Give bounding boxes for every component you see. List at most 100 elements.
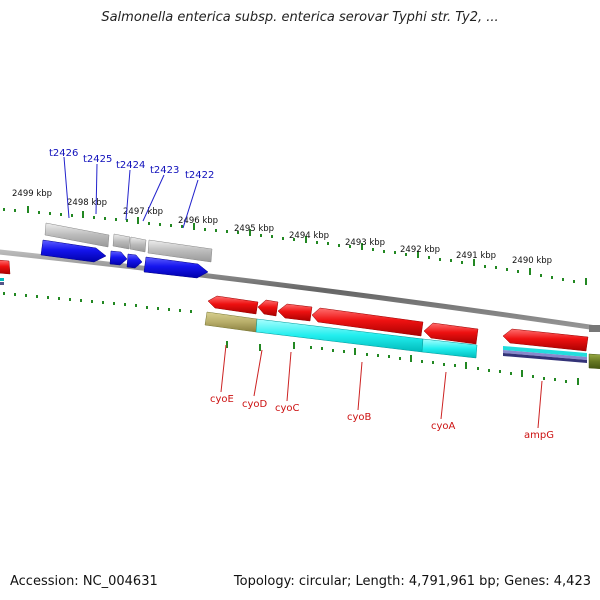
upper-dot	[394, 251, 396, 254]
gene-label-cyoA: cyoA	[431, 421, 456, 432]
lower-dot	[102, 301, 104, 304]
lower-tick	[410, 355, 412, 362]
band-cyan	[421, 338, 478, 359]
lower-dot	[58, 297, 60, 300]
gene-arrow-reverse	[257, 299, 279, 317]
lower-dot	[510, 372, 512, 375]
upper-tick	[529, 268, 531, 275]
upper-dot	[573, 280, 575, 283]
upper-dot	[215, 229, 217, 232]
upper-dot	[349, 245, 351, 248]
upper-dot	[517, 270, 519, 273]
scale-labels: 2499 kbp 2498 kbp 2497 kbp 2496 kbp 2495…	[12, 189, 552, 266]
lower-dot	[343, 350, 345, 353]
leader-line	[125, 169, 131, 221]
gene-label-t2424: t2424	[116, 160, 145, 171]
upper-tick	[193, 223, 195, 230]
lower-scale	[3, 292, 579, 385]
gene-label-cyoC: cyoC	[275, 403, 300, 414]
upper-tick	[249, 229, 251, 236]
lower-tick	[521, 370, 523, 377]
leader-line	[253, 349, 263, 397]
gene-arrow-forward	[143, 256, 209, 279]
scale-label: 2498 kbp	[67, 198, 107, 208]
upper-dot	[3, 208, 5, 211]
lower-dot	[565, 380, 567, 383]
forward-genes[interactable]	[40, 239, 209, 279]
gene-label-cyoE: cyoE	[210, 394, 234, 405]
lower-dot	[554, 378, 556, 381]
leader-line	[440, 371, 447, 420]
lower-tick	[354, 348, 356, 355]
lower-dot	[113, 302, 115, 305]
lower-tick	[293, 342, 295, 349]
lower-dot	[332, 349, 334, 352]
upper-dot	[93, 216, 95, 219]
lower-tick	[577, 378, 579, 385]
upper-tick	[82, 211, 84, 218]
gene-label-cyoB: cyoB	[347, 412, 372, 423]
upper-dot	[405, 253, 407, 256]
scale-label: 2496 kbp	[178, 216, 218, 226]
gene-label-ampG: ampG	[524, 430, 554, 441]
lower-dot	[532, 375, 534, 378]
lower-dot	[366, 353, 368, 356]
lower-dot	[321, 347, 323, 350]
lower-dot	[25, 294, 27, 297]
band-purple	[503, 350, 587, 360]
gene-arrow-forward	[126, 253, 143, 269]
upper-tick	[27, 206, 29, 213]
lower-dot	[488, 369, 490, 372]
lower-tick	[226, 341, 228, 348]
upper-dot	[484, 265, 486, 268]
leader-line	[182, 179, 199, 229]
map-title: Salmonella enterica subsp. enterica sero…	[101, 10, 499, 25]
genome-summary-text: Topology: circular; Length: 4,791,961 bp…	[233, 574, 591, 589]
lower-dot	[135, 304, 137, 307]
upper-dot	[562, 278, 564, 281]
leader-line	[537, 380, 543, 429]
upper-dot	[159, 223, 161, 226]
upper-dot	[439, 258, 441, 261]
gene-arrow-forward	[109, 250, 128, 266]
upper-dot	[450, 259, 452, 262]
gene-arrow-reverse	[423, 322, 479, 345]
upper-dot	[271, 235, 273, 238]
leader-line	[220, 344, 227, 393]
upper-dot	[551, 276, 553, 279]
upper-dot	[170, 224, 172, 227]
reverse-genes[interactable]	[207, 295, 589, 352]
gene-feature	[44, 222, 110, 248]
scale-label: 2490 kbp	[512, 256, 552, 266]
lower-dot	[377, 354, 379, 357]
bottom-gene-labels: cyoE cyoD cyoC cyoB cyoA ampG	[210, 344, 554, 441]
lower-dot	[80, 299, 82, 302]
lower-tick	[465, 362, 467, 369]
left-edge-features	[0, 259, 11, 285]
gene-feature	[147, 239, 213, 263]
gene-feature	[112, 233, 131, 250]
upper-dot	[540, 274, 542, 277]
scale-label: 2499 kbp	[12, 189, 52, 199]
band-olive	[588, 353, 600, 369]
upper-dot	[260, 234, 262, 237]
lower-dot	[36, 295, 38, 298]
gene-label-t2423: t2423	[150, 165, 179, 176]
lower-tick	[259, 344, 261, 351]
lower-dot	[432, 361, 434, 364]
feature-strip	[0, 278, 4, 281]
lower-dot	[14, 293, 16, 296]
leader-line	[286, 351, 292, 402]
upper-gray-features[interactable]	[44, 222, 213, 263]
lower-dot	[388, 355, 390, 358]
lower-dot	[146, 306, 148, 309]
upper-dot	[237, 231, 239, 234]
scale-label: 2493 kbp	[345, 238, 385, 248]
accession-text: Accession: NC_004631	[10, 574, 158, 589]
upper-dot	[372, 248, 374, 251]
scale-label: 2492 kbp	[400, 245, 440, 255]
upper-dot	[461, 261, 463, 264]
gene-arrow-reverse	[277, 303, 313, 322]
gene-label-cyoD: cyoD	[242, 399, 268, 410]
